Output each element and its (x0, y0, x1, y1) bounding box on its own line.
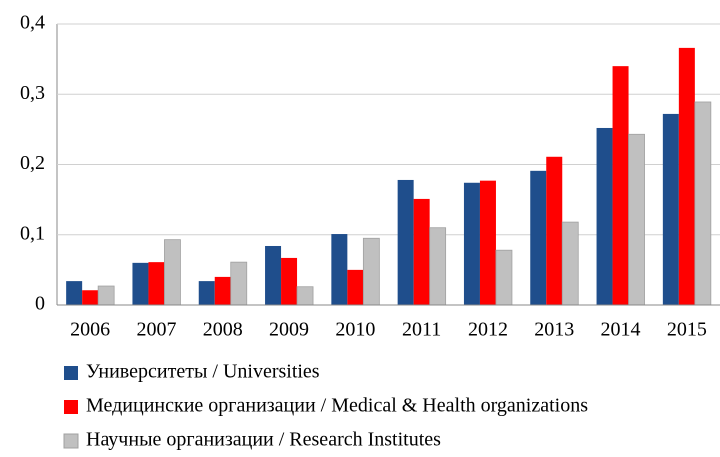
bar (132, 262, 149, 305)
legend-swatch (63, 433, 79, 449)
bar (546, 156, 563, 305)
x-tick-label: 2014 (601, 319, 641, 341)
bar (495, 249, 513, 306)
bar (678, 47, 695, 305)
y-tick-label: 0 (35, 293, 45, 315)
bar (347, 269, 364, 305)
bar (413, 198, 430, 305)
bar (164, 239, 181, 306)
x-tick-label: 2007 (136, 319, 176, 341)
bar (530, 170, 547, 305)
legend-label: Университеты / Universities (86, 361, 320, 383)
legend-label: Научные организации / Research Institute… (86, 429, 441, 451)
x-tick-label: 2009 (269, 319, 309, 341)
bar (362, 237, 380, 306)
bar (265, 245, 282, 305)
bar (198, 281, 215, 305)
y-tick-label: 0,4 (20, 12, 45, 34)
bar (612, 66, 629, 306)
y-tick-label: 0,1 (20, 222, 45, 244)
x-tick-label: 2013 (534, 319, 574, 341)
legend-label: Медицинские организации / Medical & Heal… (86, 395, 588, 417)
bar (429, 227, 447, 306)
bar (296, 286, 314, 306)
x-tick-label: 2012 (468, 319, 508, 341)
bar (662, 113, 679, 305)
legend-swatch (64, 366, 78, 380)
x-tick-label: 2015 (667, 319, 707, 341)
bar (479, 180, 496, 305)
x-tick-label: 2008 (203, 319, 243, 341)
y-tick-label: 0,2 (20, 152, 45, 174)
bar (561, 221, 579, 306)
x-tick-label: 2010 (335, 319, 375, 341)
bar (463, 182, 480, 305)
bar (214, 276, 231, 305)
bar (596, 127, 613, 305)
bar (331, 234, 348, 305)
bar (281, 257, 298, 305)
bar (628, 133, 645, 306)
bar (97, 285, 115, 306)
bar (694, 101, 712, 306)
y-tick-label: 0,3 (20, 82, 45, 104)
bar (148, 262, 165, 305)
bar (82, 290, 99, 305)
bar (66, 281, 83, 305)
legend-swatch (64, 400, 78, 414)
bar (230, 261, 248, 306)
x-tick-label: 2011 (402, 319, 441, 341)
bar (397, 179, 414, 305)
x-tick-label: 2006 (70, 319, 110, 341)
